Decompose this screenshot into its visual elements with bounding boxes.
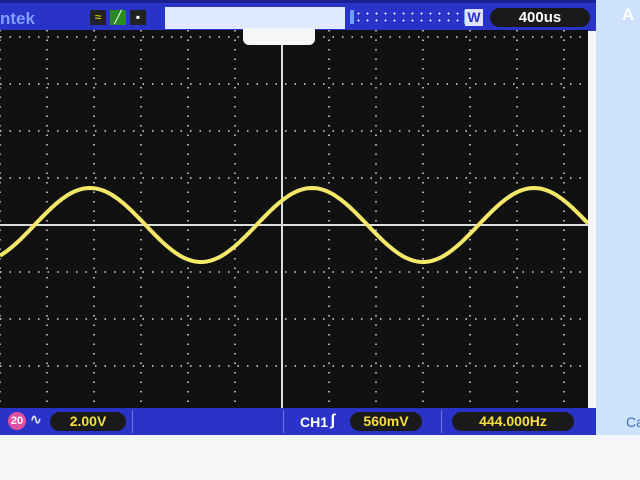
brand-logo: ntek <box>0 9 35 28</box>
menu-panel[interactable] <box>596 0 640 435</box>
ch1-waveform-trace <box>0 185 590 264</box>
menu-title: A <box>622 5 635 24</box>
waveform-icon: ≈ <box>90 10 106 25</box>
window-icon: W <box>465 9 483 26</box>
bandwidth-limit-badge: 20 <box>8 412 26 430</box>
trigger-level: 560mV <box>350 412 422 431</box>
bottom-status-bar: 20 ∿ 2.00V CH1 ʃ 560mV 444.000Hz <box>0 408 596 435</box>
frequency-counter: 444.000Hz <box>452 412 574 431</box>
coupling-ac-icon: ∿ <box>30 411 42 427</box>
top-status-bar: ntek ≈ ╱ ▪ W 400us <box>0 0 640 31</box>
trigger-edge-icon: ╱ <box>110 10 126 25</box>
timebase-readout: 400us <box>490 8 590 27</box>
graticule <box>0 30 590 408</box>
rising-edge-icon: ʃ <box>330 412 336 429</box>
waveform-display <box>0 30 590 408</box>
run-stop-icon: ▪ <box>130 10 146 25</box>
trigger-position-marker[interactable] <box>243 28 315 45</box>
trigger-source: CH1 <box>300 414 329 430</box>
ch1-volts-div: 2.00V <box>50 412 126 431</box>
menu-item-label: Ca <box>626 414 640 430</box>
status-area <box>165 7 345 29</box>
memory-position-bar[interactable] <box>350 10 468 24</box>
